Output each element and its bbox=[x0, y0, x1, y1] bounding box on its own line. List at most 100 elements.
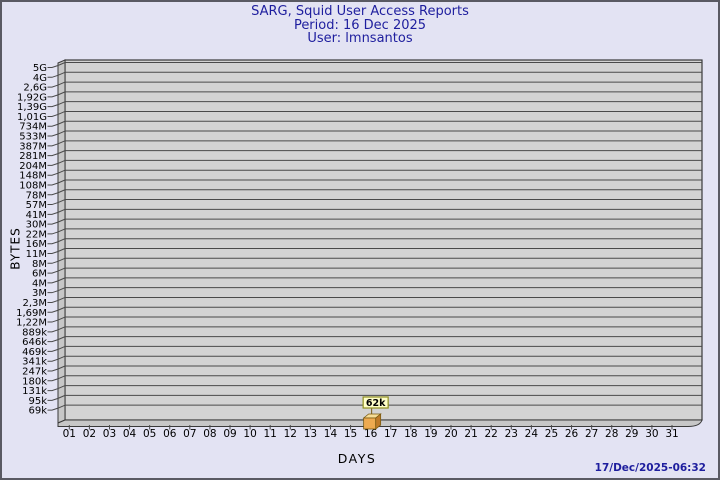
y-axis-tick bbox=[47, 248, 66, 255]
y-axis-tick bbox=[47, 394, 66, 401]
x-axis-tick-label: 12 bbox=[284, 428, 297, 440]
y-axis-tick-label: 1,92G bbox=[17, 92, 47, 103]
y-axis-tick-label: 533M bbox=[19, 132, 47, 143]
x-axis-tick-label: 30 bbox=[645, 428, 658, 440]
y-axis-tick-label: 11M bbox=[26, 249, 47, 260]
y-axis-tick bbox=[47, 130, 66, 137]
x-axis-tick-label: 15 bbox=[344, 428, 357, 440]
y-axis-tick-label: 889k bbox=[22, 327, 47, 338]
y-axis-tick-label: 3M bbox=[32, 288, 47, 299]
x-axis-tick-label: 31 bbox=[665, 428, 678, 440]
y-axis-tick-label: 69k bbox=[28, 406, 47, 417]
x-axis-tick-label: 29 bbox=[625, 428, 638, 440]
x-axis-tick-label: 18 bbox=[404, 428, 417, 440]
y-axis-tick bbox=[47, 267, 66, 274]
y-axis-tick bbox=[47, 199, 66, 206]
y-axis-tick bbox=[47, 326, 66, 333]
y-axis-tick-label: 734M bbox=[19, 122, 47, 133]
y-axis-tick bbox=[47, 189, 66, 196]
report-title: SARG, Squid User Access Reports bbox=[251, 4, 469, 19]
x-axis-tick-label: 04 bbox=[123, 428, 137, 440]
x-axis-tick-label: 03 bbox=[103, 428, 116, 440]
y-axis-tick-label: 6M bbox=[32, 269, 47, 280]
y-axis-tick-label: 180k bbox=[22, 376, 47, 387]
x-axis-tick-label: 24 bbox=[525, 428, 539, 440]
x-axis-tick-label: 08 bbox=[203, 428, 216, 440]
y-axis-tick bbox=[47, 257, 66, 264]
x-axis-tick-label: 14 bbox=[324, 428, 338, 440]
y-axis-tick-label: 4G bbox=[33, 73, 47, 84]
y-axis-tick-label: 2,3M bbox=[22, 298, 47, 309]
y-axis-tick-label: 131k bbox=[22, 386, 47, 397]
x-axis-tick-label: 28 bbox=[605, 428, 618, 440]
y-axis-tick-label: 16M bbox=[26, 239, 47, 250]
x-axis-tick-label: 17 bbox=[384, 428, 397, 440]
y-axis-tick bbox=[47, 375, 66, 382]
y-axis-tick bbox=[47, 336, 66, 343]
y-axis-tick bbox=[47, 81, 66, 88]
x-axis-tick-label: 26 bbox=[565, 428, 579, 440]
y-axis-tick bbox=[47, 228, 66, 235]
x-axis-tick-label: 13 bbox=[304, 428, 317, 440]
y-axis-tick-label: 57M bbox=[26, 200, 47, 211]
x-axis-tick-label: 21 bbox=[464, 428, 477, 440]
y-axis-tick bbox=[47, 159, 66, 166]
y-axis-tick bbox=[47, 62, 66, 68]
y-axis-tick-label: 469k bbox=[22, 347, 47, 358]
y-axis-tick bbox=[47, 297, 66, 303]
x-axis-tick-label: 16 bbox=[364, 428, 378, 440]
y-axis-tick-label: 1,39G bbox=[17, 102, 47, 113]
y-axis-tick-label: 387M bbox=[19, 141, 47, 152]
y-axis-tick bbox=[47, 404, 66, 411]
y-axis-tick-label: 148M bbox=[19, 171, 47, 182]
y-axis-tick bbox=[47, 345, 66, 352]
generation-timestamp: 17/Dec/2025-06:32 bbox=[594, 462, 706, 474]
report-period: Period: 16 Dec 2025 bbox=[293, 17, 427, 33]
y-axis-tick bbox=[47, 218, 66, 225]
y-axis-title: BYTES bbox=[8, 227, 23, 270]
y-axis-tick bbox=[47, 91, 66, 98]
bar-value-callout bbox=[362, 396, 389, 409]
y-axis-tick-label: 5G bbox=[33, 63, 47, 74]
y-axis-tick bbox=[47, 316, 66, 323]
y-axis-tick bbox=[47, 208, 66, 215]
y-axis-tick-label: 1,01G bbox=[17, 112, 47, 123]
y-axis-tick bbox=[47, 287, 66, 294]
y-axis-tick bbox=[47, 150, 66, 157]
x-axis-tick-label: 09 bbox=[223, 428, 236, 440]
y-axis-tick-label: 247k bbox=[22, 366, 47, 377]
y-axis-tick-label: 646k bbox=[22, 337, 47, 348]
y-axis-tick-label: 341k bbox=[22, 357, 47, 368]
y-axis-tick-label: 78M bbox=[26, 190, 47, 201]
y-axis-tick-label: 95k bbox=[28, 396, 47, 407]
y-axis-tick-label: 2,6G bbox=[23, 83, 47, 94]
y-axis-tick-label: 22M bbox=[26, 229, 47, 240]
x-axis-tick-label: 23 bbox=[505, 428, 518, 440]
x-axis-tick-label: 19 bbox=[424, 428, 437, 440]
x-axis-tick-label: 07 bbox=[183, 428, 196, 440]
report-user: User: lmnsantos bbox=[307, 31, 413, 46]
x-axis-tick-label: 10 bbox=[243, 428, 256, 440]
x-axis-tick-label: 02 bbox=[83, 428, 96, 440]
usage-bar bbox=[363, 417, 377, 430]
y-axis-tick bbox=[47, 306, 66, 313]
y-axis-tick-label: 4M bbox=[32, 278, 47, 289]
report-header: SARG, Squid User Access Reports Period: … bbox=[2, 5, 718, 46]
x-axis-tick-label: 05 bbox=[143, 428, 156, 440]
y-axis-tick bbox=[47, 385, 66, 392]
y-axis-tick bbox=[47, 179, 66, 186]
y-axis-tick-label: 30M bbox=[26, 220, 47, 231]
y-axis-tick-label: 281M bbox=[19, 151, 47, 162]
y-axis-tick-label: 108M bbox=[19, 180, 47, 191]
y-axis-tick bbox=[47, 365, 66, 372]
x-axis-title: DAYS bbox=[337, 451, 377, 466]
y-axis-tick-label: 41M bbox=[26, 210, 47, 221]
y-axis-tick bbox=[47, 238, 66, 245]
y-axis-tick-label: 1,69M bbox=[16, 308, 47, 319]
bar-value-text: 62k bbox=[366, 398, 386, 409]
y-axis-tick-label: 204M bbox=[19, 161, 47, 172]
y-axis-tick-label: 1,22M bbox=[16, 318, 47, 329]
x-axis-tick-label: 25 bbox=[545, 428, 558, 440]
